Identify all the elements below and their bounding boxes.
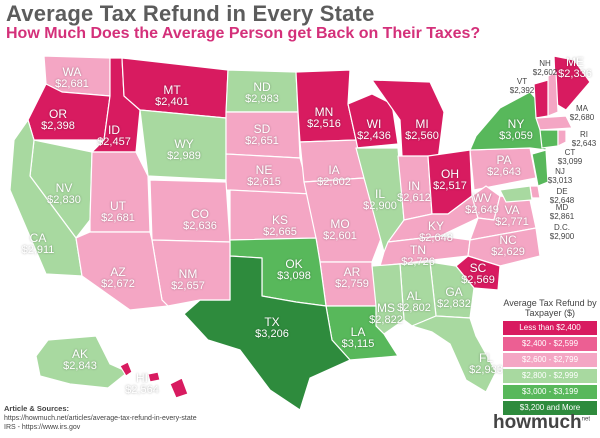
state-label-ut: UT $2,681 xyxy=(101,199,135,224)
state-label-co: CO $2,636 xyxy=(183,207,217,232)
state-label-ms: MS $2,822 xyxy=(369,301,403,326)
brand-logo: howmuchnet xyxy=(492,412,590,433)
state-label-ga: GA $2,832 xyxy=(437,285,471,310)
state-label-pa: PA $2,643 xyxy=(487,153,521,178)
state-vt xyxy=(533,79,549,119)
state-label-ne: NE $2,615 xyxy=(247,163,281,188)
state-label-la: LA $3,115 xyxy=(341,325,375,350)
state-label-ny: NY $3,059 xyxy=(499,117,533,142)
sources-footer: Article & Sources: https://howmuch.net/a… xyxy=(4,404,197,432)
state-az xyxy=(75,231,169,311)
legend-item: Less than $2,400 xyxy=(503,321,597,335)
state-md xyxy=(499,185,533,203)
state-label-ks: KS $2,665 xyxy=(263,213,297,238)
state-label-wy: WY $2,989 xyxy=(167,137,201,162)
sources-heading: Article & Sources: xyxy=(4,404,70,413)
state-ct xyxy=(539,129,559,149)
legend-item: $3,000 - $3,199 xyxy=(503,385,597,399)
state-label-sd: SD $2,651 xyxy=(245,122,279,147)
legend-title: Average Tax Refund by Taxpayer ($) xyxy=(503,298,597,318)
state-label-ia: IA $2,602 xyxy=(317,163,351,188)
state-sc xyxy=(455,255,501,291)
state-label-dc: D.C. $2,900 xyxy=(549,223,575,241)
state-nj xyxy=(531,149,549,187)
state-label-nj: NJ $3,013 xyxy=(547,167,573,185)
map-title: Average Tax Refund in Every State xyxy=(6,1,375,26)
state-label-nc: NC $2,629 xyxy=(491,233,525,258)
state-label-va: VA $2,771 xyxy=(495,203,529,228)
state-label-mi: MI $2,560 xyxy=(405,117,439,142)
state-fl xyxy=(411,315,497,393)
state-label-il: IL $2,900 xyxy=(363,187,397,212)
state-label-ct: CT $3,099 xyxy=(557,148,583,166)
state-label-mt: MT $2,401 xyxy=(155,83,189,108)
state-ak xyxy=(35,335,129,389)
state-nh xyxy=(547,71,559,117)
state-label-ri: RI $2,643 xyxy=(571,130,597,148)
state-label-mo: MO $2,601 xyxy=(323,217,357,242)
state-label-in: IN $2,612 xyxy=(397,179,431,204)
state-label-wv: WV $2,649 xyxy=(465,191,499,216)
legend-item: $2,600 - $2,799 xyxy=(503,353,597,367)
state-label-tn: TN $2,726 xyxy=(401,243,435,268)
state-ma xyxy=(535,115,573,131)
state-label-me: ME $2,336 xyxy=(558,55,592,80)
state-label-ky: KY $2,648 xyxy=(419,219,453,244)
map-subtitle: How Much Does the Average Person get Bac… xyxy=(6,25,481,42)
state-label-hi: HI $2,564 xyxy=(125,371,159,396)
state-hi xyxy=(119,361,133,377)
state-tx xyxy=(183,255,351,411)
state-label-md: MD $2,861 xyxy=(549,203,575,221)
state-label-id: ID $2,457 xyxy=(97,123,131,148)
source-link-irs[interactable]: IRS - https://www.irs.gov xyxy=(4,424,81,431)
state-label-wa: WA $2,681 xyxy=(55,65,89,90)
state-label-ak: AK $2,843 xyxy=(63,347,97,372)
state-label-nv: NV $2,830 xyxy=(47,181,81,206)
state-nc xyxy=(467,227,541,267)
state-ri xyxy=(557,129,567,147)
state-label-sc: SC $2,569 xyxy=(461,261,495,286)
state-label-ar: AR $2,759 xyxy=(335,265,369,290)
state-hi-big xyxy=(169,377,189,399)
state-label-nd: ND $2,983 xyxy=(245,80,279,105)
state-label-nm: NM $2,657 xyxy=(171,267,205,292)
state-label-de: DE $2,648 xyxy=(549,187,575,205)
state-label-tx: TX $3,206 xyxy=(255,315,289,340)
map-legend: Average Tax Refund by Taxpayer ($) Less … xyxy=(503,298,597,417)
state-label-oh: OH $2,517 xyxy=(433,167,467,192)
state-label-fl: FL $2,933 xyxy=(469,351,503,376)
state-label-ok: OK $3,098 xyxy=(277,257,311,282)
state-label-ma: MA $2,680 xyxy=(569,104,595,122)
state-label-az: AZ $2,672 xyxy=(101,265,135,290)
state-label-or: OR $2,398 xyxy=(41,107,75,132)
legend-item: $2,400 - $2,599 xyxy=(503,337,597,351)
state-label-al: AL $2,802 xyxy=(397,289,431,314)
state-label-wi: WI $2,436 xyxy=(357,117,391,142)
source-link-article[interactable]: https://howmuch.net/articles/average-tax… xyxy=(4,415,197,422)
legend-item: $3,200 and More xyxy=(503,401,597,415)
state-label-vt: VT $2,392 xyxy=(509,77,535,95)
state-label-mn: MN $2,516 xyxy=(307,105,341,130)
state-label-nh: NH $2,602 xyxy=(532,59,558,77)
state-label-ca: CA $2,911 xyxy=(21,231,55,256)
legend-item: $2,800 - $2,999 xyxy=(503,369,597,383)
state-hi-mid xyxy=(147,371,161,383)
